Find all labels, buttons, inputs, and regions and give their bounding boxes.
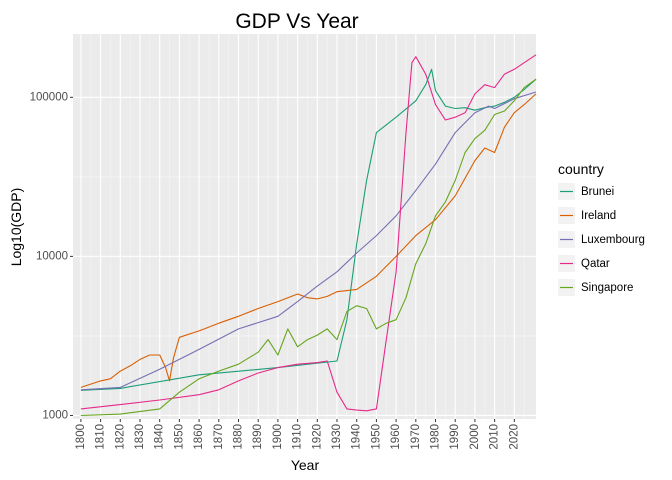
legend-label: Brunei [581, 186, 614, 198]
chart-title: GDP Vs Year [235, 10, 358, 33]
x-tick-label: 1810 [95, 424, 107, 450]
x-tick-label: 1920 [311, 424, 323, 450]
legend-items: Brunei Ireland Luxembourg Qatar Singapore [558, 183, 645, 296]
x-tick-label: 2000 [469, 424, 481, 450]
x-tick-label: 1910 [292, 424, 304, 450]
legend-label: Ireland [581, 210, 616, 222]
x-tick-label: 1960 [390, 424, 402, 450]
y-axis: 1000 10000 100000 [30, 91, 73, 421]
plot-panel [73, 34, 536, 419]
x-tick-label: 1940 [351, 424, 363, 450]
x-tick-label: 1980 [430, 424, 442, 450]
x-tick-label: 1850 [173, 424, 185, 450]
legend-title: country [558, 161, 604, 177]
series-line-ireland [80, 93, 537, 388]
x-tick-label: 1840 [154, 424, 166, 450]
legend-label: Luxembourg [581, 234, 645, 246]
y-tick-label: 10000 [36, 250, 68, 262]
legend-item-qatar: Qatar [558, 255, 610, 272]
series-line-qatar [80, 54, 537, 412]
legend-label: Qatar [581, 258, 610, 270]
x-tick-label: 1990 [449, 424, 461, 450]
x-tick-label: 1870 [213, 424, 225, 450]
y-tick-label: 1000 [42, 409, 68, 421]
x-tick-label: 1970 [410, 424, 422, 450]
series-line-luxembourg [80, 91, 537, 391]
series-line-singapore [80, 78, 537, 417]
x-axis-title: Year [291, 457, 320, 473]
legend-item-singapore: Singapore [558, 279, 633, 296]
y-tick-label: 100000 [30, 91, 68, 103]
x-tick-label: 1930 [331, 424, 343, 450]
x-tick-label: 1800 [75, 424, 87, 450]
legend-label: Singapore [581, 282, 633, 294]
x-tick-label: 1950 [370, 424, 382, 450]
legend-item-ireland: Ireland [558, 207, 616, 224]
x-tick-label: 2010 [489, 424, 501, 450]
x-tick-label: 1900 [272, 424, 284, 450]
x-tick-label: 1890 [252, 424, 264, 450]
grid-lines [73, 34, 536, 419]
legend-item-brunei: Brunei [558, 183, 614, 200]
x-tick-label: 1880 [233, 424, 245, 450]
x-tick-label: 1830 [134, 424, 146, 450]
x-tick-label: 1860 [193, 424, 205, 450]
legend: country Brunei Ireland Luxembourg Qatar Sing… [558, 161, 645, 296]
legend-item-luxembourg: Luxembourg [558, 231, 645, 248]
y-axis-title: Log10(GDP) [8, 188, 24, 267]
x-tick-label: 2020 [508, 424, 520, 450]
series-lines [80, 54, 537, 417]
x-tick-label: 1820 [114, 424, 126, 450]
x-axis: 1800 1810 1820 1830 1840 1850 1860 1870 1880 1890… [75, 419, 520, 450]
